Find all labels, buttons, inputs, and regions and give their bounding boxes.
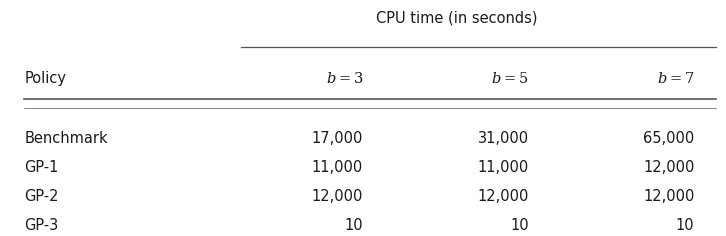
Text: 12,000: 12,000: [643, 189, 694, 204]
Text: 12,000: 12,000: [311, 189, 363, 204]
Text: 12,000: 12,000: [643, 160, 694, 175]
Text: 10: 10: [344, 218, 363, 233]
Text: 12,000: 12,000: [477, 189, 529, 204]
Text: $b=7$: $b=7$: [657, 71, 694, 86]
Text: $b=5$: $b=5$: [492, 71, 529, 86]
Text: 31,000: 31,000: [478, 131, 529, 146]
Text: Policy: Policy: [25, 71, 66, 86]
Text: 11,000: 11,000: [478, 160, 529, 175]
Text: 10: 10: [510, 218, 529, 233]
Text: 10: 10: [676, 218, 694, 233]
Text: GP-2: GP-2: [25, 189, 59, 204]
Text: GP-1: GP-1: [25, 160, 59, 175]
Text: 11,000: 11,000: [311, 160, 363, 175]
Text: 17,000: 17,000: [311, 131, 363, 146]
Text: $b=3$: $b=3$: [325, 71, 363, 86]
Text: CPU time (in seconds): CPU time (in seconds): [376, 11, 537, 26]
Text: 65,000: 65,000: [643, 131, 694, 146]
Text: Benchmark: Benchmark: [25, 131, 108, 146]
Text: GP-3: GP-3: [25, 218, 59, 233]
